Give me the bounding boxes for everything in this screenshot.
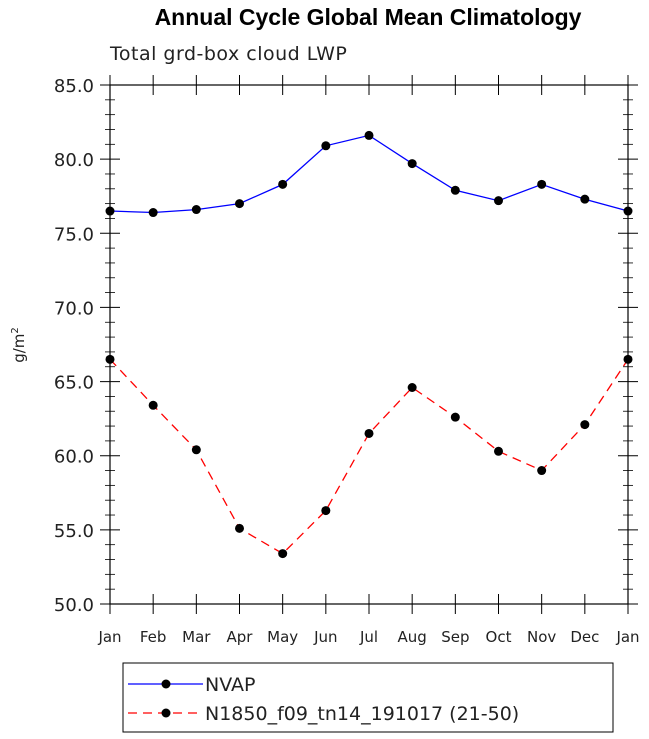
series-0-point bbox=[278, 179, 288, 189]
series-line-1 bbox=[109, 358, 629, 555]
series-1-point bbox=[364, 428, 374, 438]
series-1-point bbox=[191, 445, 201, 455]
x-tick-label: Dec bbox=[570, 628, 599, 646]
series-0-point bbox=[494, 196, 503, 206]
legend-box bbox=[122, 662, 614, 733]
series-1-point bbox=[450, 412, 460, 422]
series-layer bbox=[105, 130, 633, 559]
y-tick-label: 70.0 bbox=[54, 298, 94, 319]
x-tick-label: Aug bbox=[398, 628, 427, 646]
series-1-point bbox=[278, 549, 288, 559]
y-tick-label: 50.0 bbox=[54, 595, 94, 616]
legend-label-model: N1850_f09_tn14_191017 (21-50) bbox=[205, 703, 519, 725]
series-0-point bbox=[537, 179, 547, 189]
series-0-point bbox=[321, 141, 331, 151]
axis-ticks bbox=[100, 75, 638, 614]
series-1-point bbox=[235, 523, 244, 533]
y-tick-label: 80.0 bbox=[54, 150, 94, 171]
series-1-point bbox=[537, 466, 547, 476]
x-tick-label: Jan bbox=[615, 628, 639, 646]
plot-frame bbox=[109, 84, 629, 605]
y-tick-label: 60.0 bbox=[54, 447, 94, 468]
y-tick-label: 55.0 bbox=[54, 521, 94, 542]
y-axis-label-superscript: 2 bbox=[10, 327, 21, 333]
series-1-point bbox=[148, 400, 158, 410]
y-tick-label: 75.0 bbox=[54, 224, 94, 245]
series-0-point bbox=[450, 185, 460, 195]
y-tick-labels: 50.0 55.0 60.0 65.0 70.0 75.0 80.0 85.0 bbox=[54, 76, 94, 616]
series-1-point bbox=[494, 446, 503, 456]
x-tick-label: Nov bbox=[527, 628, 556, 646]
x-tick-label: Oct bbox=[486, 628, 512, 646]
y-axis-label-unit: g/m bbox=[10, 334, 28, 363]
x-tick-labels: Jan Feb Mar Apr May Jun Jul Aug Sep Oct Nov Dec Jan bbox=[97, 628, 639, 646]
chart-title: Annual Cycle Global Mean Climatology bbox=[155, 4, 582, 30]
x-tick-label: May bbox=[267, 628, 298, 646]
series-0-point bbox=[580, 194, 590, 204]
series-0-point bbox=[407, 159, 417, 169]
series-1-point bbox=[580, 420, 590, 430]
series-0-point bbox=[235, 199, 244, 209]
series-line-0 bbox=[109, 134, 629, 214]
legend-marker-nvap bbox=[161, 679, 171, 689]
y-tick-label: 65.0 bbox=[54, 373, 94, 394]
series-0-point bbox=[148, 208, 158, 218]
series-0-point bbox=[364, 130, 374, 140]
x-tick-label: Jul bbox=[359, 628, 378, 646]
series-1-point bbox=[407, 383, 417, 393]
series-1-point bbox=[321, 506, 331, 516]
x-tick-label: Sep bbox=[441, 628, 469, 646]
legend-marker-model bbox=[161, 708, 171, 718]
y-tick-label: 85.0 bbox=[54, 76, 94, 97]
x-tick-label: Jun bbox=[313, 628, 337, 646]
x-tick-label: Mar bbox=[182, 628, 211, 646]
series-0-point bbox=[191, 205, 201, 215]
x-tick-label: Apr bbox=[227, 628, 254, 646]
y-axis-label: g/m2 bbox=[10, 327, 28, 363]
chart-subtitle: Total grd-box cloud LWP bbox=[109, 43, 347, 65]
x-tick-label: Feb bbox=[140, 628, 167, 646]
legend-label-nvap: NVAP bbox=[205, 674, 255, 696]
x-tick-label: Jan bbox=[97, 628, 121, 646]
legend: NVAP N1850_f09_tn14_191017 (21-50) bbox=[122, 662, 614, 733]
